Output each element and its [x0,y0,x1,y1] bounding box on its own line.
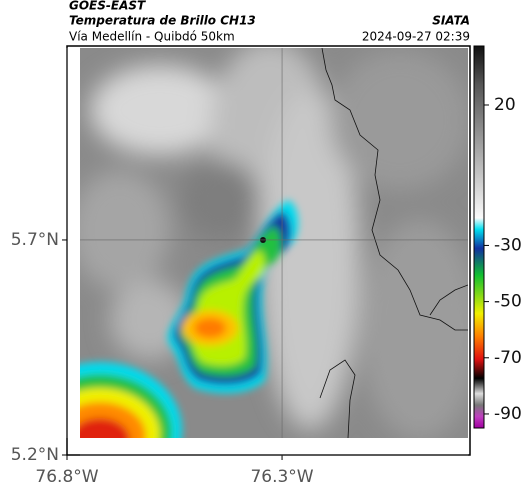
satellite-image [80,48,468,438]
colorbar-tick-label: -90 [494,404,522,424]
colorbar [473,45,485,429]
colorbar-tick-label: -50 [494,292,522,312]
route: Vía Medellín - Quibdó 50km [69,30,235,44]
y-tick-label: 5.7°N [11,230,59,250]
source: SIATA [432,14,470,28]
x-tick-label: 76.8°W [35,467,98,487]
colorbar-tick-label: -70 [494,348,522,368]
timestamp: 2024-09-27 02:39 [362,30,470,44]
colorbar-tick-label: 20 [494,95,516,115]
title: GOES-EAST [69,0,146,13]
x-tick-label: 76.3°W [250,467,313,487]
subtitle: Temperatura de Brillo CH13 [69,14,256,28]
y-tick-label: 5.2°N [11,445,59,465]
colorbar-tick-label: -30 [494,235,522,255]
